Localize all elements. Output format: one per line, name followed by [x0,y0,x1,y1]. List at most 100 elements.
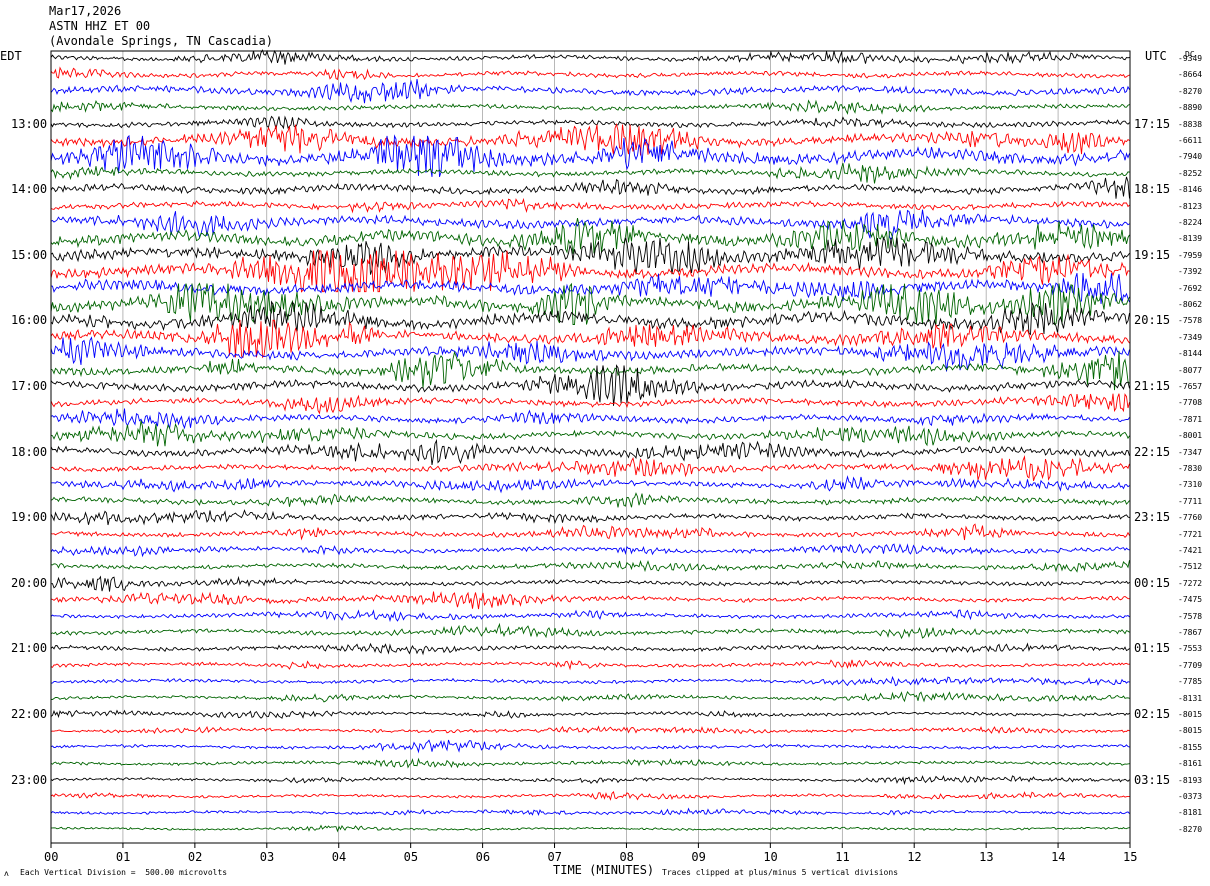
x-axis-title: TIME (MINUTES) [553,863,655,877]
dc-offset-label: -8224 [1178,218,1203,227]
dc-offset-label: -8146 [1178,185,1203,195]
trace-line [50,675,1130,687]
left-timezone-label: EDT [0,49,22,63]
station-label: ASTN HHZ ET 00 [49,19,151,33]
trace-line [50,575,1130,592]
trace-line [50,739,1130,754]
trace-line [50,49,1130,65]
dc-offset-label: -7708 [1178,398,1203,408]
dc-offset-label: -9349 [1178,54,1203,63]
trace-line [50,543,1130,558]
trace-line [50,659,1130,671]
right-hour-label: 01:15 [1134,641,1171,656]
trace-line [50,115,1130,130]
trace-line [50,725,1130,735]
corner-mark: ʌ [4,869,9,878]
dc-offset-label: -7421 [1178,546,1203,555]
dc-offset-label: -8077 [1178,365,1203,375]
trace-line [50,350,1130,391]
dc-offset-label: -8131 [1178,693,1203,703]
dc-offset-label: -8890 [1178,103,1203,113]
dc-offset-label: -6611 [1178,136,1203,145]
right-hour-label: 23:15 [1134,510,1171,525]
dc-offset-label: -7553 [1178,644,1203,654]
trace-line [50,272,1130,304]
trace-line [50,218,1130,254]
dc-offset-label: -7940 [1178,152,1203,162]
x-tick-label: 10 [763,850,778,864]
dc-offset-label: -7392 [1178,267,1203,277]
dc-offset-label: -8062 [1178,300,1203,309]
trace-line [50,492,1130,508]
trace-line [50,709,1130,719]
x-tick-label: 01 [115,850,131,864]
trace-line [50,250,1130,293]
trace-line [50,455,1130,481]
dc-offset-label: -7830 [1178,464,1203,473]
x-tick-label: 00 [44,850,59,864]
dc-offset-label: -7475 [1178,595,1203,605]
dc-offset-label: -8181 [1178,808,1203,818]
trace-line [50,420,1130,447]
left-hour-label: 13:00 [11,116,48,131]
trace-line [50,642,1130,656]
dc-offset-label: -7721 [1178,529,1203,539]
right-hour-label: 03:15 [1134,772,1171,787]
left-hour-label: 19:00 [11,510,48,525]
trace-line [50,176,1130,199]
location-label: (Avondale Springs, TN Cascadia) [49,34,273,48]
right-hour-label: 02:15 [1134,707,1171,721]
trace-line [50,560,1130,573]
dc-offset-label: -7709 [1178,660,1203,670]
trace-line [50,609,1130,623]
right-timezone-label: UTC [1145,49,1167,63]
trace-line [50,282,1130,326]
dc-offset-label: -7959 [1178,250,1203,260]
x-tick-label: 14 [1051,850,1066,864]
dc-offset-label: -7711 [1178,496,1203,506]
x-tick-label: 05 [403,850,419,864]
left-hour-label: 23:00 [11,772,48,787]
x-tick-label: 12 [907,850,922,864]
left-hour-label: 20:00 [11,575,48,590]
trace-line [50,134,1130,178]
dc-offset-label: -8193 [1178,775,1203,785]
trace-line [50,438,1130,465]
trace-line [50,66,1130,81]
trace-line [50,757,1130,769]
left-hour-label: 21:00 [11,641,48,656]
minute-gridlines [122,51,1059,843]
seismic-traces [50,49,1130,833]
dc-offset-label: -7578 [1178,611,1203,621]
x-tick-label: 08 [619,850,634,864]
dc-offset-label: -7785 [1178,677,1203,687]
trace-line [50,236,1130,275]
dc-offset-header: DC [1185,50,1195,59]
dc-offset-label: -8270 [1178,824,1203,834]
x-tick-label: 03 [259,850,275,864]
left-hour-label: 15:00 [11,247,48,262]
dc-offset-label: -7867 [1178,628,1203,637]
dc-offset-label: -7657 [1178,382,1203,391]
date-label: Mar17,2026 [49,4,122,18]
trace-line [50,690,1130,703]
trace-line [50,824,1130,833]
trace-line [50,591,1130,610]
dc-offset-label: -7272 [1178,578,1203,588]
right-hour-label: 21:15 [1134,379,1171,393]
right-hour-label: 22:15 [1134,444,1171,459]
dc-offset-label: -8015 [1178,726,1203,736]
dc-offset-label: -7310 [1178,480,1203,490]
right-hour-label: 00:15 [1134,575,1171,590]
x-tick-label: 15 [1123,850,1138,864]
right-hour-label: 20:15 [1134,313,1171,328]
x-tick-label: 06 [475,850,491,864]
trace-line [50,791,1130,801]
x-tick-label: 09 [691,850,706,864]
dc-offset-label: -8252 [1178,168,1203,178]
dc-offset-label: -7512 [1178,562,1203,572]
left-hour-label: 17:00 [11,379,48,393]
dc-offset-label: -8123 [1178,201,1203,211]
dc-offset-label: -0373 [1178,792,1203,801]
